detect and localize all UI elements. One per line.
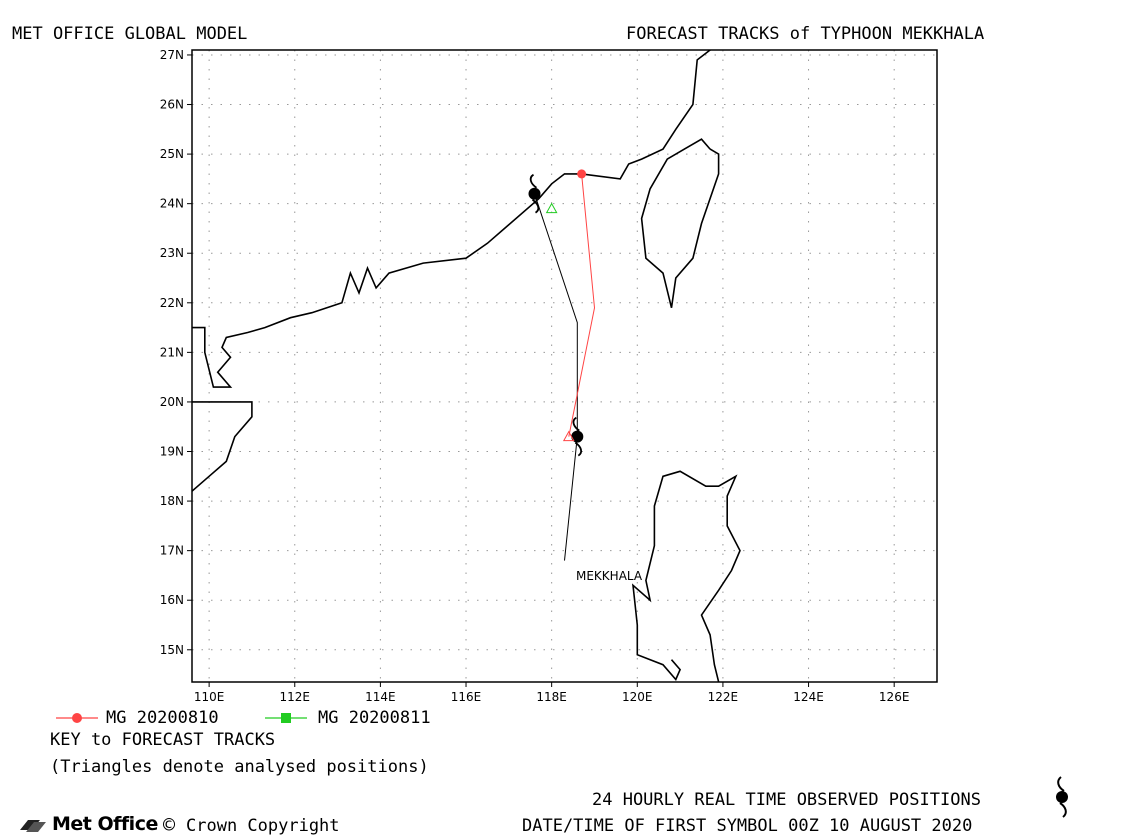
lon-label-116: 116E (451, 690, 482, 704)
storm-label: MEKKHALA (576, 569, 643, 583)
forecast-track-1-line (568, 173, 596, 437)
longitude-labels: 110E 112E 114E 116E 118E 120E 122E 124E 126E (194, 690, 910, 704)
legend-sample-green (265, 713, 307, 723)
map-grid (187, 50, 937, 687)
observed-typhoon-symbol-2 (528, 173, 541, 214)
lon-label-118: 118E (536, 690, 567, 704)
met-office-logo-icon (20, 819, 46, 832)
latitude-labels: 15N 16N 17N 18N 19N 20N 21N 22N 23N 24N 25N 26N 27N (160, 48, 184, 657)
lat-label-18: 18N (160, 494, 184, 508)
datetime: DATE/TIME OF FIRST SYMBOL 00Z 10 AUGUST … (522, 816, 973, 836)
met-office-logo: Met Office (18, 813, 158, 835)
coastline-3 (640, 138, 720, 308)
copyright-symbol-icon: © (163, 813, 176, 837)
lat-label-24: 24N (160, 197, 184, 211)
tracks-layer (528, 169, 596, 561)
lon-label-112: 112E (280, 690, 311, 704)
observed-note: 24 HOURLY REAL TIME OBSERVED POSITIONS (592, 790, 981, 810)
lat-label-19: 19N (160, 445, 184, 459)
typhoon-symbol-icon (1056, 776, 1068, 818)
coastline-4 (631, 470, 741, 682)
legend-entry-2: MG 20200811 (318, 708, 431, 728)
key-title: KEY to FORECAST TRACKS (50, 730, 276, 750)
lat-label-17: 17N (160, 544, 184, 558)
logo-text: Met Office (52, 813, 158, 835)
key-note: (Triangles denote analysed positions) (50, 757, 429, 777)
copyright: Crown Copyright (186, 816, 340, 836)
lat-label-22: 22N (160, 296, 184, 310)
legend-entry-1: MG 20200810 (106, 708, 219, 728)
lat-label-20: 20N (160, 395, 184, 409)
lon-label-114: 114E (365, 690, 396, 704)
lat-label-21: 21N (160, 345, 184, 359)
lon-label-122: 122E (708, 690, 739, 704)
forecast-track-1-point (577, 169, 587, 179)
map-frame (191, 49, 938, 683)
coastline-1 (192, 50, 712, 388)
lat-label-15: 15N (160, 643, 184, 657)
left-title: MET OFFICE GLOBAL MODEL (12, 24, 248, 44)
observed-track-line (534, 193, 578, 561)
lat-label-26: 26N (160, 98, 184, 112)
forecast-track-1-analysed-triangle (562, 430, 575, 442)
lon-label-120: 120E (622, 690, 653, 704)
legend-sample-red (56, 713, 98, 723)
lat-label-27: 27N (160, 48, 184, 62)
lat-label-25: 25N (160, 147, 184, 161)
coastlines (192, 50, 741, 682)
observed-typhoon-symbol-1 (571, 416, 584, 457)
coastline-2 (192, 401, 253, 492)
lat-label-23: 23N (160, 246, 184, 260)
forecast-track-2-analysed-triangle (545, 202, 558, 214)
lon-label-124: 124E (793, 690, 824, 704)
lon-label-126: 126E (879, 690, 910, 704)
right-title: FORECAST TRACKS of TYPHOON MEKKHALA (626, 24, 985, 44)
lon-label-110: 110E (194, 690, 225, 704)
lat-label-16: 16N (160, 593, 184, 607)
